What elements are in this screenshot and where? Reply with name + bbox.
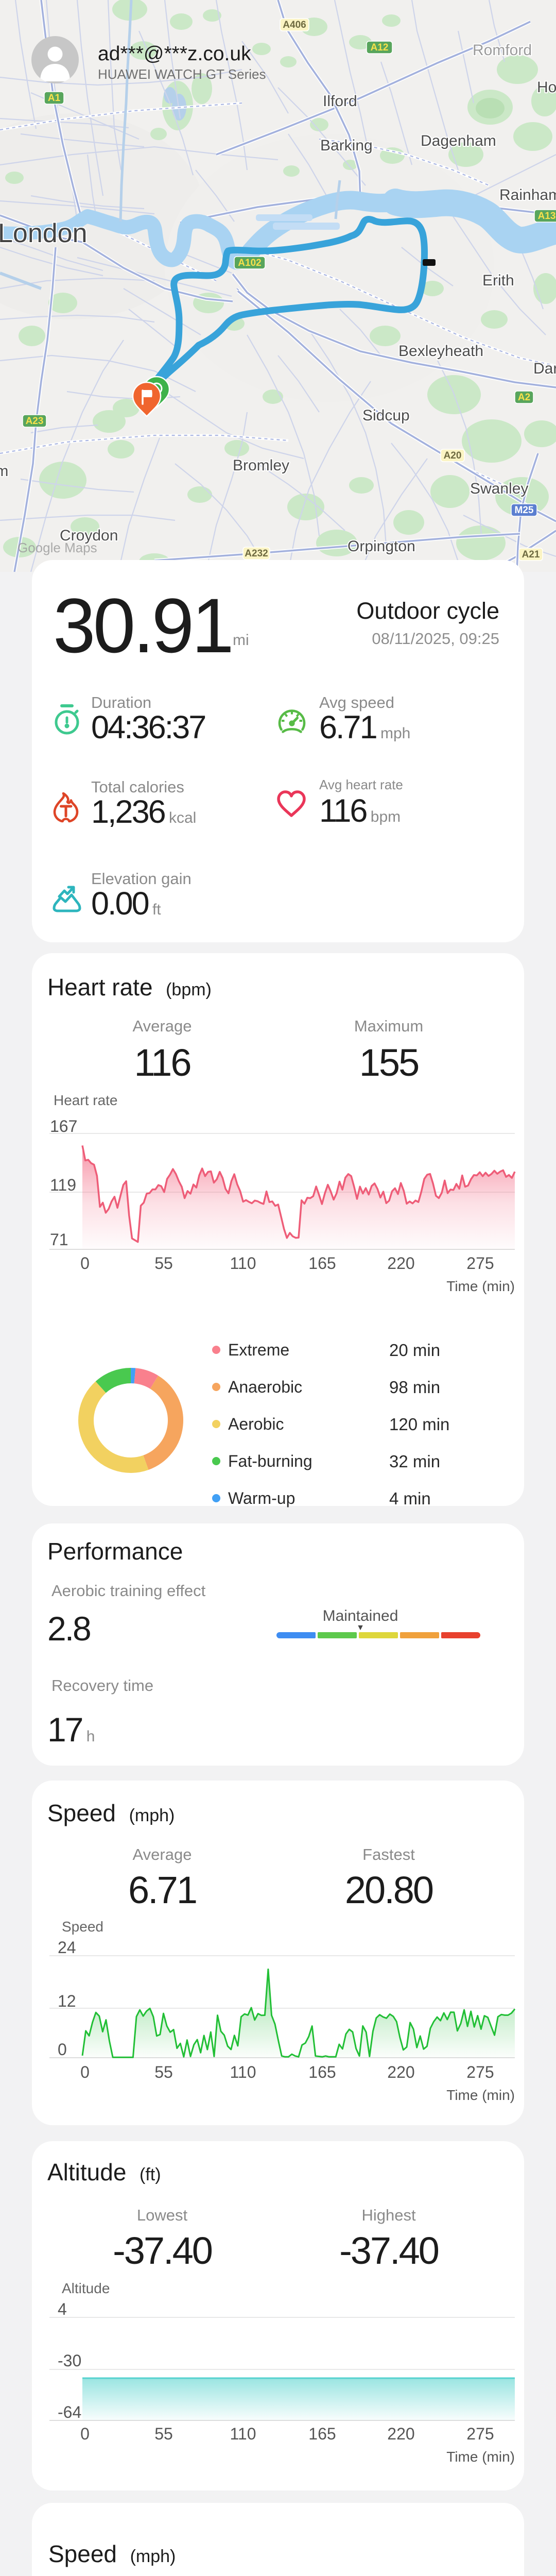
- svg-text:A13: A13: [538, 211, 556, 222]
- svg-text:Ilford: Ilford: [323, 93, 357, 110]
- svg-text:Erith: Erith: [482, 272, 514, 289]
- svg-text:Barking: Barking: [320, 137, 373, 154]
- svg-text:A406: A406: [283, 20, 306, 30]
- svg-text:A2: A2: [518, 392, 530, 403]
- svg-text:A21: A21: [522, 549, 540, 560]
- svg-text:Sidcup: Sidcup: [362, 407, 410, 424]
- svg-text:A12: A12: [371, 42, 389, 53]
- svg-text:M25: M25: [515, 505, 534, 516]
- svg-text:Croydon: Croydon: [60, 527, 118, 544]
- svg-text:Dagenham: Dagenham: [421, 132, 496, 149]
- svg-text:Romford: Romford: [473, 42, 532, 59]
- svg-text:A20: A20: [444, 450, 462, 461]
- svg-text:Rainham: Rainham: [499, 187, 556, 204]
- svg-text:Bexleyheath: Bexleyheath: [398, 343, 483, 360]
- svg-text:Orpington: Orpington: [348, 538, 415, 555]
- svg-text:A232: A232: [245, 548, 268, 559]
- svg-text:A1: A1: [48, 93, 61, 104]
- svg-text:Dartford: Dartford: [533, 360, 556, 377]
- svg-text:London: London: [0, 218, 88, 248]
- svg-text:Swanley: Swanley: [470, 480, 528, 497]
- svg-text:Bromley: Bromley: [233, 457, 289, 474]
- svg-text:A23: A23: [26, 416, 44, 427]
- svg-text:ham: ham: [0, 463, 8, 480]
- svg-text:Google Maps: Google Maps: [18, 540, 97, 555]
- svg-text:A102: A102: [238, 258, 261, 268]
- svg-text:Hornchurch: Hornchurch: [537, 79, 556, 96]
